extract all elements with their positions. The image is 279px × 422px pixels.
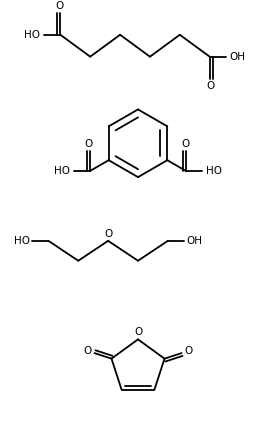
Text: O: O	[181, 139, 189, 149]
Text: O: O	[206, 81, 215, 91]
Text: OH: OH	[187, 236, 203, 246]
Text: O: O	[55, 1, 64, 11]
Text: HO: HO	[54, 166, 70, 176]
Text: OH: OH	[230, 51, 246, 62]
Text: O: O	[85, 139, 93, 149]
Text: O: O	[184, 346, 192, 356]
Text: O: O	[134, 327, 142, 338]
Text: HO: HO	[25, 30, 40, 40]
Text: HO: HO	[206, 166, 222, 176]
Text: O: O	[104, 229, 112, 239]
Text: HO: HO	[14, 236, 30, 246]
Text: O: O	[84, 346, 92, 356]
